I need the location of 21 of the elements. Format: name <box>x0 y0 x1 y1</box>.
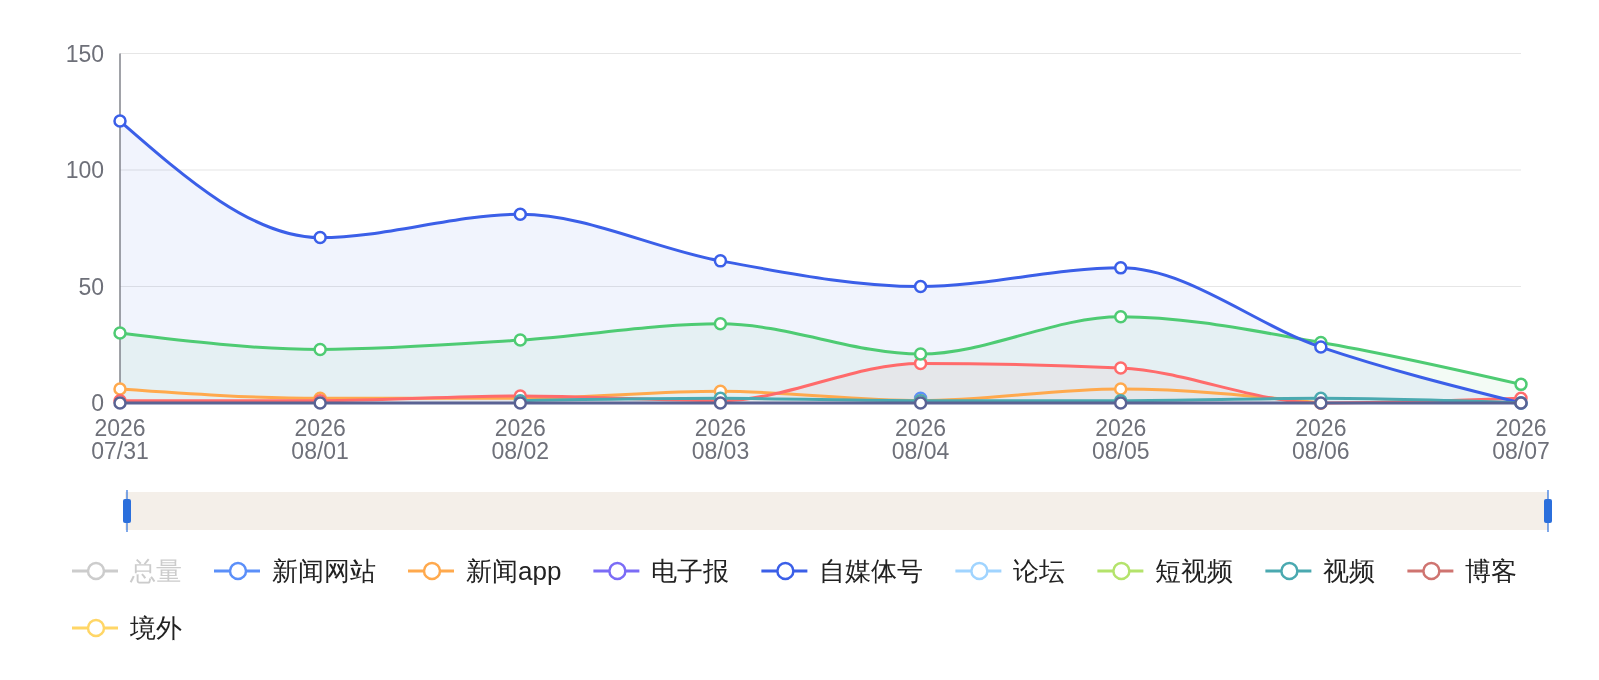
y-tick-label: 100 <box>65 157 104 183</box>
y-tick-label: 0 <box>91 390 104 416</box>
x-tick-label: 2026 08/01 <box>291 414 349 464</box>
x-tick-label: 2026 08/03 <box>691 414 750 464</box>
legend-label: 电子报 <box>651 556 730 586</box>
legend-label: 短视频 <box>1155 556 1234 586</box>
legend-label: 论坛 <box>1013 556 1066 586</box>
x-tick-label: 2026 07/31 <box>91 414 149 464</box>
x-tick-label: 2026 08/02 <box>491 414 550 464</box>
legend-label: 新闻app <box>466 556 562 586</box>
x-tick-label: 2026 08/07 <box>1492 414 1550 464</box>
y-tick-label: 50 <box>78 273 104 300</box>
y-tick-label: 150 <box>65 40 104 67</box>
legend-label: 境外 <box>129 613 182 643</box>
legend-label: 视频 <box>1323 556 1376 586</box>
x-tick-label: 2026 08/04 <box>891 414 950 464</box>
legend-label: 新闻网站 <box>272 556 376 586</box>
legend-label: 自媒体号 <box>819 556 924 586</box>
x-tick-label: 2026 08/06 <box>1292 414 1350 464</box>
x-tick-label: 2026 08/05 <box>1091 414 1150 464</box>
legend-label: 博客 <box>1465 556 1518 586</box>
